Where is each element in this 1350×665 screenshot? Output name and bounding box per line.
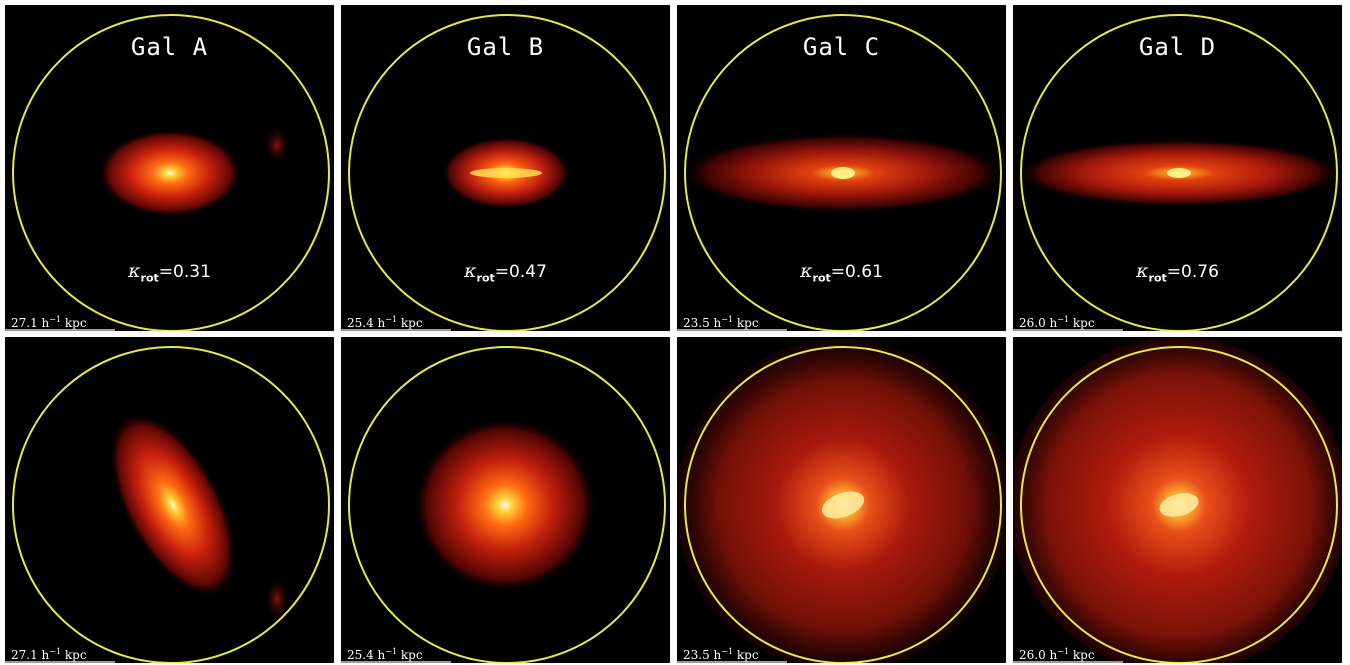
scale-bar xyxy=(677,661,787,663)
panel-gal-d-edge-on: Gal D κrot=0.76 26.0 h−1 kpc xyxy=(1013,5,1342,331)
galaxy-image xyxy=(1017,14,1341,331)
galaxy-image xyxy=(12,14,330,331)
scale-bar xyxy=(5,329,115,331)
scale-bar xyxy=(341,329,451,331)
galaxy-image xyxy=(681,14,1005,331)
galaxy-image xyxy=(348,14,666,331)
panel-gal-b-face-on: 25.4 h−1 kpc xyxy=(341,337,670,663)
scale-label: 23.5 h−1 kpc xyxy=(683,315,759,330)
scale-label: 23.5 h−1 kpc xyxy=(683,647,759,662)
galaxy-title: Gal D xyxy=(1138,33,1217,61)
kappa-rot-label: κrot=0.61 xyxy=(800,260,883,285)
scale-label: 26.0 h−1 kpc xyxy=(1019,315,1095,330)
panel-gal-b-edge-on: Gal B κrot=0.47 25.4 h−1 kpc xyxy=(341,5,670,331)
scale-label: 25.4 h−1 kpc xyxy=(347,315,423,330)
panel-gal-c-face-on: 23.5 h−1 kpc xyxy=(677,337,1006,663)
scale-label: 26.0 h−1 kpc xyxy=(1019,647,1095,662)
galaxy-image xyxy=(348,346,666,663)
panel-gal-a-face-on: 27.1 h−1 kpc xyxy=(5,337,334,663)
galaxy-title: Gal A xyxy=(130,33,209,61)
scale-bar xyxy=(1013,329,1123,331)
kappa-rot-label: κrot=0.31 xyxy=(128,260,211,285)
galaxy-title: Gal C xyxy=(802,33,881,61)
galaxy-title: Gal B xyxy=(466,33,545,61)
galaxy-image xyxy=(12,346,330,663)
galaxy-image xyxy=(677,339,1006,663)
panel-gal-c-edge-on: Gal C κrot=0.61 23.5 h−1 kpc xyxy=(677,5,1006,331)
panel-gal-d-face-on: 26.0 h−1 kpc xyxy=(1013,337,1342,663)
kappa-rot-label: κrot=0.76 xyxy=(1136,260,1219,285)
scale-label: 25.4 h−1 kpc xyxy=(347,647,423,662)
scale-label: 27.1 h−1 kpc xyxy=(11,315,87,330)
kappa-rot-label: κrot=0.47 xyxy=(464,260,547,285)
panel-gal-a-edge-on: Gal A κrot=0.31 27.1 h−1 kpc xyxy=(5,5,334,331)
galaxy-image xyxy=(1013,337,1342,663)
scale-bar xyxy=(1013,661,1123,663)
scale-bar xyxy=(677,329,787,331)
scale-bar xyxy=(341,661,451,663)
scale-label: 27.1 h−1 kpc xyxy=(11,647,87,662)
scale-bar xyxy=(5,661,115,663)
